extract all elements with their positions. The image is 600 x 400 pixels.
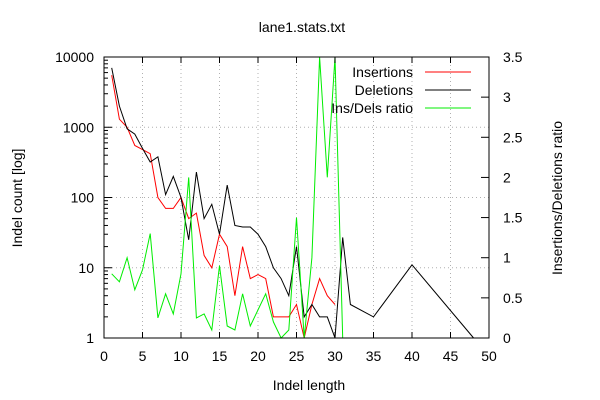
x-tick-label: 35: [366, 348, 382, 364]
y-tick-label: 10000: [55, 49, 94, 65]
legend-label: Insertions: [352, 64, 413, 80]
series-line-insertions: [111, 75, 336, 339]
y2-axis-label: Insertions/Deletions ratio: [549, 121, 565, 275]
y-tick-label: 100: [71, 190, 95, 206]
series-line-deletions: [111, 67, 474, 339]
y2-tick-label: 2.5: [503, 129, 523, 145]
y-tick-label: 10: [78, 260, 94, 276]
y2-tick-label: 1: [503, 250, 511, 266]
x-tick-label: 25: [289, 348, 305, 364]
x-axis-label: Indel length: [273, 377, 345, 393]
y2-tick-label: 3.5: [503, 49, 523, 65]
x-tick-label: 0: [100, 348, 108, 364]
x-tick-label: 50: [481, 348, 497, 364]
grid: [104, 57, 489, 338]
legend-label: Ins/Dels ratio: [331, 100, 413, 116]
x-tick-label: 15: [212, 348, 228, 364]
y2-tick-label: 1.5: [503, 210, 523, 226]
chart-title: lane1.stats.txt: [259, 19, 345, 35]
x-tick-label: 20: [250, 348, 266, 364]
y2-tick-label: 2: [503, 169, 511, 185]
y2-tick-label: 3: [503, 89, 511, 105]
x-tick-label: 40: [404, 348, 420, 364]
y2-tick-label: 0.5: [503, 290, 523, 306]
y-tick-label: 1000: [63, 119, 94, 135]
ticks: 0 5 10 15 20 25 30 35 40 45 50 1 10 100 1000 10000 0 0.5 1…: [55, 49, 523, 364]
y-tick-label: 1: [86, 330, 94, 346]
y-axis-label: Indel count [log]: [9, 149, 25, 248]
x-tick-label: 5: [139, 348, 147, 364]
x-tick-label: 45: [443, 348, 459, 364]
y2-tick-label: 0: [503, 330, 511, 346]
legend: Insertions Deletions Ins/Dels ratio: [331, 64, 471, 116]
x-tick-label: 30: [327, 348, 343, 364]
legend-label: Deletions: [355, 82, 413, 98]
x-tick-label: 10: [173, 348, 189, 364]
